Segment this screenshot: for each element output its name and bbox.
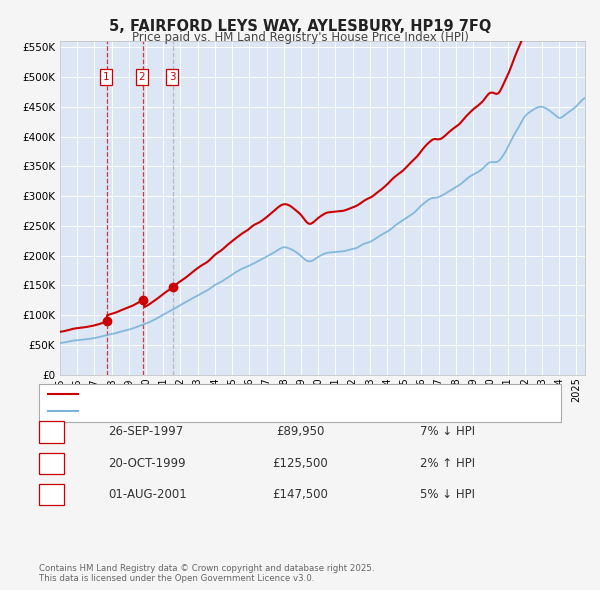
Text: £89,950: £89,950 [276,425,324,438]
Text: Price paid vs. HM Land Registry's House Price Index (HPI): Price paid vs. HM Land Registry's House … [131,31,469,44]
Text: 5% ↓ HPI: 5% ↓ HPI [420,488,475,501]
Text: 20-OCT-1999: 20-OCT-1999 [108,457,185,470]
Text: £147,500: £147,500 [272,488,328,501]
Text: 26-SEP-1997: 26-SEP-1997 [108,425,183,438]
Text: 3: 3 [169,72,176,82]
Text: 01-AUG-2001: 01-AUG-2001 [108,488,187,501]
Text: 7% ↓ HPI: 7% ↓ HPI [420,425,475,438]
Text: £125,500: £125,500 [272,457,328,470]
Text: 3: 3 [48,488,55,501]
Text: Contains HM Land Registry data © Crown copyright and database right 2025.
This d: Contains HM Land Registry data © Crown c… [39,563,374,583]
Text: 2% ↑ HPI: 2% ↑ HPI [420,457,475,470]
Text: 1: 1 [103,72,110,82]
Text: 2: 2 [48,457,55,470]
Text: 5, FAIRFORD LEYS WAY, AYLESBURY, HP19 7FQ: 5, FAIRFORD LEYS WAY, AYLESBURY, HP19 7F… [109,19,491,34]
Text: 1: 1 [48,425,55,438]
Text: 5, FAIRFORD LEYS WAY, AYLESBURY, HP19 7FQ (semi-detached house): 5, FAIRFORD LEYS WAY, AYLESBURY, HP19 7F… [83,389,434,399]
Text: HPI: Average price, semi-detached house, Buckinghamshire: HPI: Average price, semi-detached house,… [83,406,382,416]
Text: 2: 2 [139,72,145,82]
